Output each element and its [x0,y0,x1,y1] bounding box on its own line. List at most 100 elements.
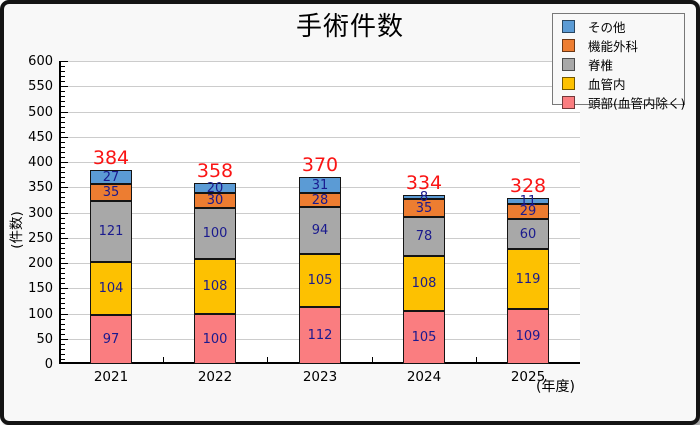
y-axis-tick [61,61,68,62]
bar-segment-value: 27 [102,169,120,185]
y-axis-tick-label: 500 [28,105,53,120]
y-axis-tick-label: 200 [28,256,53,271]
y-axis-tick [61,71,65,72]
y-axis-tick [61,253,65,254]
y-axis-tick [61,339,68,340]
y-axis-tick [61,228,65,229]
x-axis-title: (年度) [536,379,575,395]
chart-title: 手術件数 [295,12,404,42]
bar-segment-value: 29 [519,204,537,219]
legend-swatch [562,77,575,90]
bar-segment-value: 100 [202,331,228,347]
y-axis-tick [61,273,65,274]
bar-segment-value: 11 [519,193,537,209]
bar-segment: 31 [299,177,341,193]
y-axis-tick [61,147,65,148]
bar-segment: 108 [194,259,236,314]
bar-segment-value: 60 [519,226,537,242]
x-axis-tick [163,357,164,362]
y-axis-tick [61,177,65,178]
bar-total-label: 370 [301,154,339,176]
legend-item: その他 [562,17,675,36]
legend-swatch [562,58,575,71]
y-axis-tick-label: 400 [28,155,53,170]
y-axis-tick [61,182,65,183]
bar-segment: 35 [403,199,445,217]
y-axis-tick [61,76,65,77]
y-axis-tick-label: 550 [28,79,53,94]
bar-total-label: 328 [509,175,547,197]
bar-segment: 60 [507,219,549,249]
y-axis-tick [61,314,68,315]
bar-segment: 104 [90,262,132,315]
y-gridline [61,162,580,163]
y-axis-tick [61,268,65,269]
bar-segment-value: 104 [98,281,124,296]
bar-segment-value: 35 [102,185,120,200]
y-axis-tick [61,319,65,320]
y-axis-tick-label: 600 [28,54,53,69]
bar-segment-value: 31 [311,177,329,193]
bar-segment-value: 108 [202,279,228,294]
y-axis-tick [61,278,65,279]
y-axis-tick [61,248,65,249]
y-axis-tick-label: 250 [28,231,53,246]
y-axis-tick [61,213,68,214]
bar-segment: 11 [507,195,549,208]
bar-segment-value: 112 [307,328,333,343]
y-axis-tick [61,344,65,345]
bar-segment: 108 [403,256,445,311]
y-axis-tick [61,101,65,102]
y-axis-tick [61,112,68,113]
y-axis-tick [61,132,65,133]
y-gridline [61,112,580,113]
bar-segment-value: 30 [206,193,224,208]
legend-item: 脊椎 [562,55,675,74]
y-axis-tick [61,233,65,234]
bar-segment-value: 28 [311,192,329,208]
y-axis-tick [61,293,65,294]
y-gridline [61,86,580,87]
y-axis-tick [61,303,65,304]
legend-swatch [562,96,575,109]
y-axis-tick [61,283,65,284]
y-axis-tick [61,157,65,158]
y-axis-tick [61,218,65,219]
legend-item: 頭部(血管内除く) [562,93,685,112]
x-axis-tick [476,357,477,362]
y-axis-tick [61,288,68,289]
bar-segment: 94 [299,207,341,254]
x-axis-category-label: 2022 [197,369,233,385]
bar-segment-value: 121 [98,224,124,239]
y-axis-tick [61,127,65,128]
bar-total-label: 358 [196,160,234,182]
y-axis-tick-label: 150 [28,281,53,296]
y-axis-tick [61,298,65,299]
legend-item: 機能外科 [562,36,675,55]
y-axis-tick [61,243,65,244]
y-axis-tick [61,263,68,264]
bar-segment: 100 [194,208,236,259]
bar-segment-value: 20 [206,180,224,196]
bar-segment: 105 [299,254,341,307]
bar-segment-value: 35 [415,200,433,216]
bar-segment: 119 [507,249,549,309]
bar-segment: 100 [194,314,236,364]
bar-segment: 29 [507,204,549,219]
y-axis-tick [61,152,65,153]
y-axis-tick [61,167,65,168]
y-axis-tick [61,238,68,239]
bar-segment-value: 94 [311,223,329,238]
y-axis-tick [61,354,65,355]
bar-segment: 112 [299,307,341,364]
y-axis-tick [61,91,65,92]
bar-segment-value: 97 [102,332,120,347]
x-axis-tick [267,357,268,362]
bar-segment-value: 78 [415,229,433,244]
y-axis-tick [61,207,65,208]
bar-segment: 105 [403,311,445,364]
x-axis-tick [372,357,373,362]
y-axis-tick [61,349,65,350]
y-axis-tick [61,137,68,138]
y-axis-tick [61,117,65,118]
